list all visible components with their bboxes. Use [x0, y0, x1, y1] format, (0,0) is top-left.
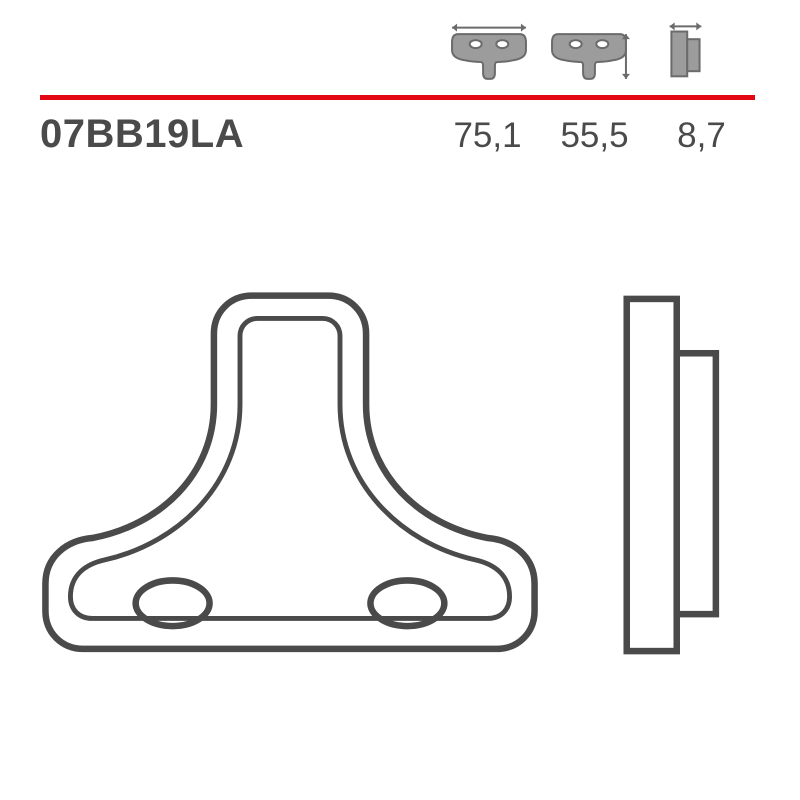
spec-sheet: { "part_number": "07BB19LA", "dimensions… [0, 0, 800, 800]
dimension-thickness: 8,7 [648, 116, 755, 156]
brake-pad-height-icon [545, 20, 633, 84]
brake-pad-width-icon [445, 20, 533, 84]
part-number: 07BB19LA [40, 112, 244, 157]
brake-pad-front-view [45, 296, 534, 649]
label-row: 07BB19LA 75,1 55,5 8,7 [40, 112, 755, 157]
dimension-height: 55,5 [541, 116, 648, 156]
technical-drawing [40, 220, 755, 730]
dimensions-group: 75,1 55,5 8,7 [434, 116, 755, 156]
dimension-icons-row [445, 20, 733, 84]
brake-pad-thickness-icon [645, 20, 733, 84]
brake-pad-side-view [627, 299, 716, 651]
separator-line [40, 95, 755, 100]
dimension-width: 75,1 [434, 116, 541, 156]
